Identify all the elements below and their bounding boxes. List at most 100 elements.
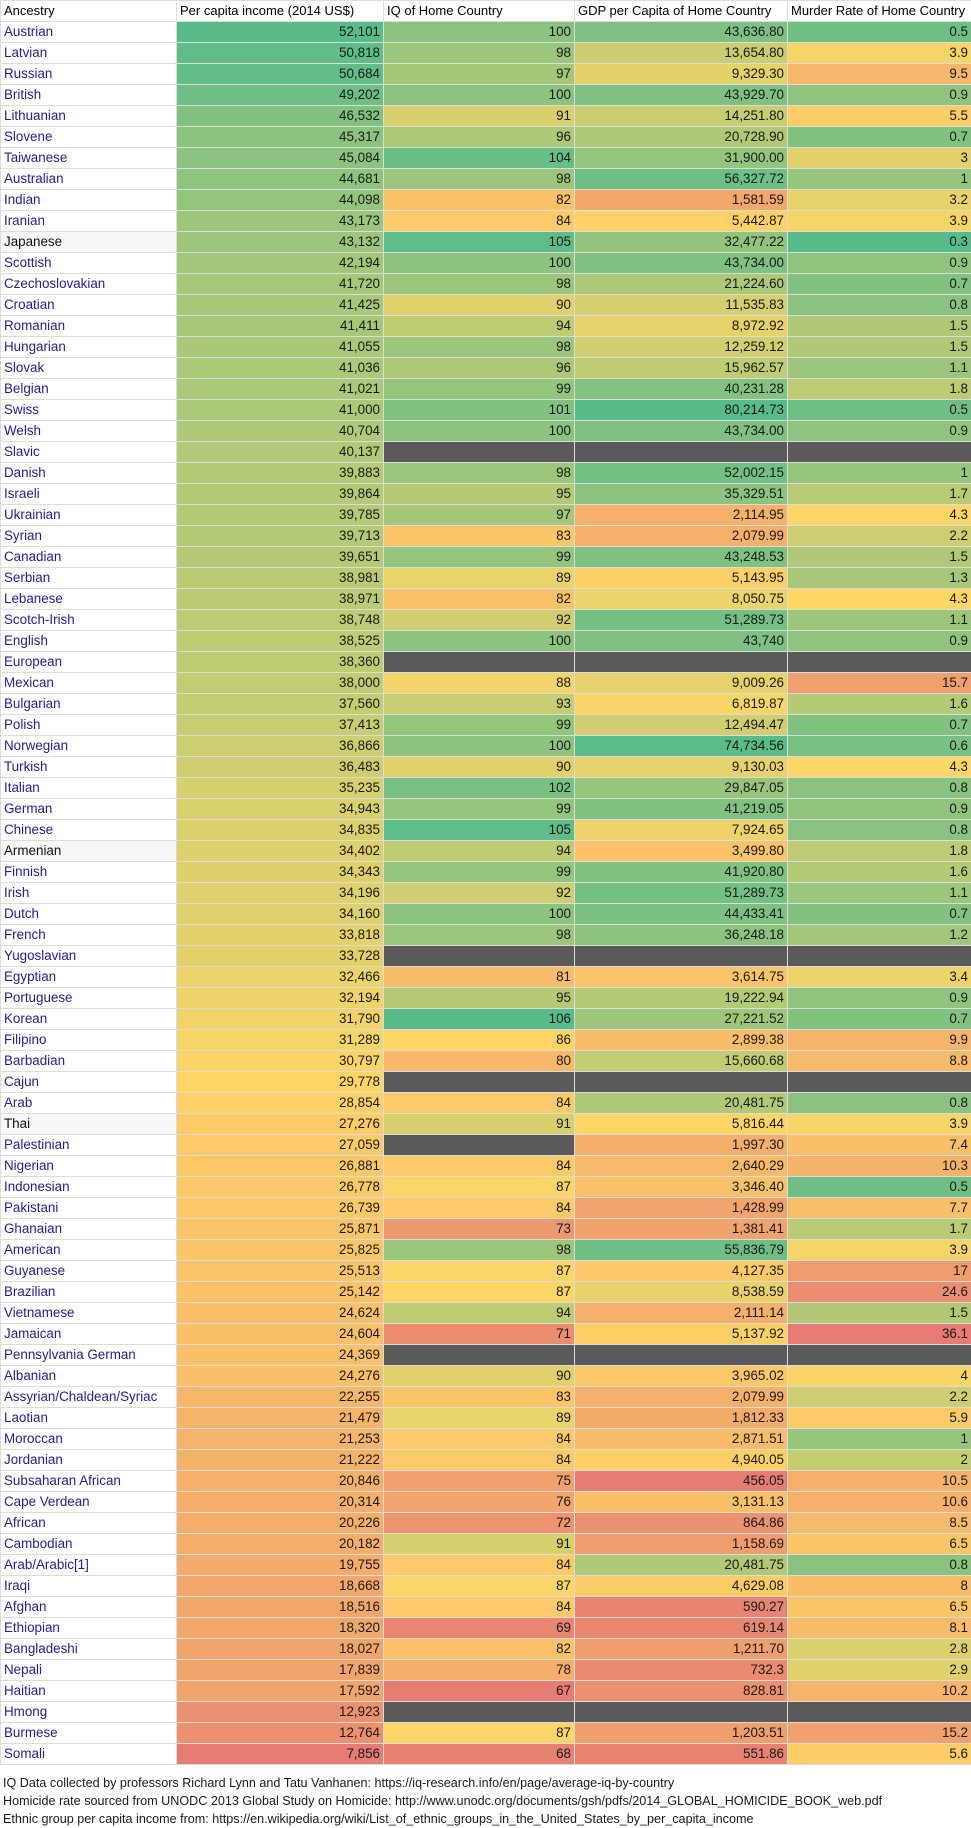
gdp-cell[interactable]: 44,433.41	[574, 903, 788, 925]
income-cell[interactable]: 12,764	[176, 1722, 384, 1744]
gdp-cell[interactable]: 27,221.52	[574, 1008, 788, 1030]
murder-cell[interactable]: 24.6	[787, 1281, 971, 1303]
ancestry-cell[interactable]: Norwegian	[0, 735, 177, 757]
iq-cell[interactable]: 97	[383, 504, 575, 526]
iq-cell[interactable]: 98	[383, 42, 575, 64]
gdp-cell[interactable]: 1,158.69	[574, 1533, 788, 1555]
iq-cell[interactable]: 92	[383, 882, 575, 904]
income-cell[interactable]: 29,778	[176, 1071, 384, 1093]
ancestry-cell[interactable]: Moroccan	[0, 1428, 177, 1450]
murder-cell[interactable]: 0.5	[787, 1176, 971, 1198]
income-cell[interactable]: 24,369	[176, 1344, 384, 1366]
gdp-cell[interactable]: 15,962.57	[574, 357, 788, 379]
iq-cell[interactable]: 105	[383, 231, 575, 253]
ancestry-cell[interactable]: French	[0, 924, 177, 946]
ancestry-cell[interactable]: Dutch	[0, 903, 177, 925]
income-cell[interactable]: 27,276	[176, 1113, 384, 1135]
iq-cell[interactable]: 104	[383, 147, 575, 169]
murder-cell[interactable]: 1.1	[787, 882, 971, 904]
income-cell[interactable]: 34,343	[176, 861, 384, 883]
murder-cell[interactable]: 0.9	[787, 84, 971, 106]
income-cell[interactable]: 39,651	[176, 546, 384, 568]
gdp-cell[interactable]: 36,248.18	[574, 924, 788, 946]
murder-cell[interactable]: 1	[787, 168, 971, 190]
ancestry-cell[interactable]: Czechoslovakian	[0, 273, 177, 295]
murder-cell[interactable]: 1.7	[787, 483, 971, 505]
ancestry-cell[interactable]: Syrian	[0, 525, 177, 547]
gdp-cell[interactable]: 2,114.95	[574, 504, 788, 526]
income-cell[interactable]: 39,864	[176, 483, 384, 505]
income-cell[interactable]: 18,027	[176, 1638, 384, 1660]
gdp-cell[interactable]: 7,924.65	[574, 819, 788, 841]
iq-cell[interactable]: 88	[383, 672, 575, 694]
iq-cell[interactable]: 96	[383, 357, 575, 379]
ancestry-cell[interactable]: Cambodian	[0, 1533, 177, 1555]
gdp-cell[interactable]: 55,836.79	[574, 1239, 788, 1261]
ancestry-cell[interactable]: Japanese	[0, 231, 177, 253]
gdp-cell[interactable]	[574, 651, 788, 673]
gdp-cell[interactable]: 2,111.14	[574, 1302, 788, 1324]
ancestry-cell[interactable]: American	[0, 1239, 177, 1261]
murder-cell[interactable]: 0.5	[787, 21, 971, 43]
gdp-cell[interactable]: 51,289.73	[574, 882, 788, 904]
header-iq[interactable]: IQ of Home Country	[383, 0, 575, 22]
gdp-cell[interactable]: 828.81	[574, 1680, 788, 1702]
gdp-cell[interactable]: 14,251.80	[574, 105, 788, 127]
iq-cell[interactable]: 105	[383, 819, 575, 841]
header-ancestry[interactable]: Ancestry	[0, 0, 177, 22]
gdp-cell[interactable]	[574, 1071, 788, 1093]
gdp-cell[interactable]: 2,079.99	[574, 525, 788, 547]
ancestry-cell[interactable]: Belgian	[0, 378, 177, 400]
gdp-cell[interactable]: 9,329.30	[574, 63, 788, 85]
murder-cell[interactable]	[787, 945, 971, 967]
income-cell[interactable]: 39,883	[176, 462, 384, 484]
gdp-cell[interactable]: 6,819.87	[574, 693, 788, 715]
income-cell[interactable]: 36,483	[176, 756, 384, 778]
income-cell[interactable]: 41,036	[176, 357, 384, 379]
murder-cell[interactable]: 1.6	[787, 693, 971, 715]
gdp-cell[interactable]: 3,346.40	[574, 1176, 788, 1198]
murder-cell[interactable]: 5.5	[787, 105, 971, 127]
income-cell[interactable]: 27,059	[176, 1134, 384, 1156]
income-cell[interactable]: 18,668	[176, 1575, 384, 1597]
iq-cell[interactable]: 84	[383, 1197, 575, 1219]
iq-cell[interactable]: 87	[383, 1176, 575, 1198]
ancestry-cell[interactable]: Hmong	[0, 1701, 177, 1723]
murder-cell[interactable]	[787, 1701, 971, 1723]
ancestry-cell[interactable]: Slovak	[0, 357, 177, 379]
iq-cell[interactable]: 99	[383, 714, 575, 736]
income-cell[interactable]: 19,755	[176, 1554, 384, 1576]
gdp-cell[interactable]: 1,812.33	[574, 1407, 788, 1429]
income-cell[interactable]: 20,314	[176, 1491, 384, 1513]
iq-cell[interactable]: 90	[383, 294, 575, 316]
gdp-cell[interactable]: 2,899.38	[574, 1029, 788, 1051]
iq-cell[interactable]: 106	[383, 1008, 575, 1030]
gdp-cell[interactable]: 551.86	[574, 1743, 788, 1765]
income-cell[interactable]: 45,084	[176, 147, 384, 169]
gdp-cell[interactable]: 5,442.87	[574, 210, 788, 232]
gdp-cell[interactable]: 1,203.51	[574, 1722, 788, 1744]
ancestry-cell[interactable]: Palestinian	[0, 1134, 177, 1156]
iq-cell[interactable]: 87	[383, 1575, 575, 1597]
murder-cell[interactable]: 9.5	[787, 63, 971, 85]
gdp-cell[interactable]: 732.3	[574, 1659, 788, 1681]
ancestry-cell[interactable]: Haitian	[0, 1680, 177, 1702]
income-cell[interactable]: 18,320	[176, 1617, 384, 1639]
murder-cell[interactable]: 1.8	[787, 840, 971, 862]
gdp-cell[interactable]: 20,481.75	[574, 1554, 788, 1576]
iq-cell[interactable]: 97	[383, 63, 575, 85]
murder-cell[interactable]: 2.2	[787, 525, 971, 547]
iq-cell[interactable]: 76	[383, 1491, 575, 1513]
ancestry-cell[interactable]: Ukrainian	[0, 504, 177, 526]
iq-cell[interactable]: 98	[383, 336, 575, 358]
header-murder[interactable]: Murder Rate of Home Country	[787, 0, 971, 22]
gdp-cell[interactable]: 1,581.59	[574, 189, 788, 211]
iq-cell[interactable]: 75	[383, 1470, 575, 1492]
gdp-cell[interactable]	[574, 1344, 788, 1366]
income-cell[interactable]: 39,785	[176, 504, 384, 526]
ancestry-cell[interactable]: Pakistani	[0, 1197, 177, 1219]
income-cell[interactable]: 43,132	[176, 231, 384, 253]
ancestry-cell[interactable]: Armenian	[0, 840, 177, 862]
gdp-cell[interactable]: 5,137.92	[574, 1323, 788, 1345]
iq-cell[interactable]: 101	[383, 399, 575, 421]
